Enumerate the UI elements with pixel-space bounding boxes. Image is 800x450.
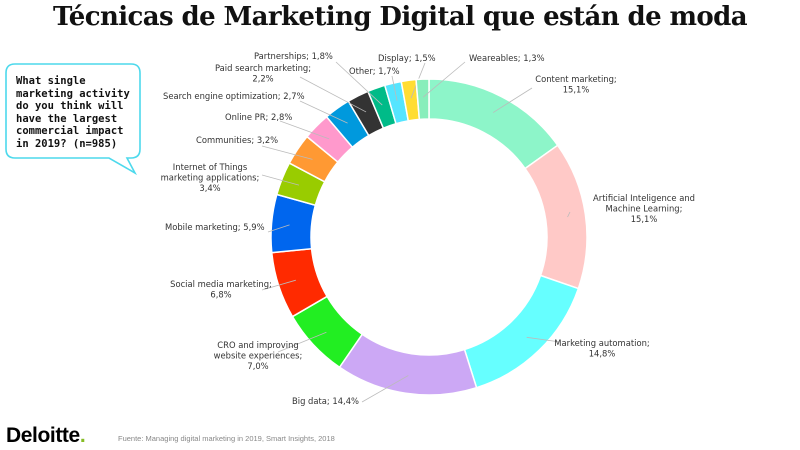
brand-name: Deloitte	[6, 424, 80, 447]
donut-slice-1	[524, 144, 588, 290]
slice-label-15: Weareables; 1,3%	[469, 53, 545, 63]
donut-slice-2	[463, 274, 580, 389]
slice-label-5: Social media marketing; 6,8%	[170, 279, 272, 300]
donut-slice-3	[338, 333, 478, 396]
leader-line-8	[261, 145, 313, 160]
question-callout: What single marketing activity do you th…	[5, 63, 141, 176]
source-note: Fuente: Managing digital marketing in 20…	[118, 434, 335, 443]
leader-line-12	[335, 61, 383, 106]
leader-line-7	[261, 174, 300, 186]
donut-slice-15	[415, 78, 430, 121]
leader-line-13	[391, 75, 398, 101]
leader-line-4	[277, 331, 327, 353]
leader-line-2	[526, 336, 561, 343]
slice-label-7: Internet of Things marketing applications…	[161, 162, 260, 193]
slice-label-0: Content marketing; 15,1%	[535, 74, 616, 95]
slice-label-3: Big data; 14,4%	[292, 396, 359, 406]
slice-label-10: Search engine optimization; 2,7%	[163, 91, 305, 101]
slice-label-13: Other; 1,7%	[349, 66, 400, 76]
leader-line-11	[299, 76, 367, 113]
leader-line-1	[567, 211, 571, 218]
leader-line-10	[299, 100, 348, 124]
slice-label-9: Online PR; 2,8%	[225, 112, 292, 122]
slice-label-1: Artificial Inteligence and Machine Learni…	[593, 193, 695, 224]
donut-slice-0	[428, 78, 559, 170]
leader-line-3	[361, 375, 409, 403]
slice-label-14: Display; 1,5%	[378, 53, 436, 63]
slice-label-6: Mobile marketing; 5,9%	[165, 222, 265, 232]
question-text: What single marketing activity do you th…	[16, 75, 130, 150]
deloitte-logo: Deloitte.	[6, 424, 86, 448]
leader-line-9	[279, 120, 330, 140]
brand-dot: .	[79, 424, 86, 447]
page-title: Técnicas de Marketing Digital que están …	[53, 2, 748, 32]
leader-line-0	[492, 87, 533, 113]
slice-label-2: Marketing automation; 14,8%	[554, 338, 649, 359]
leader-line-6	[267, 224, 290, 233]
slice-label-12: Partnerships; 1,8%	[254, 51, 333, 61]
slice-label-8: Communities; 3,2%	[196, 135, 278, 145]
slice-label-4: CRO and improving website experiences; 7,0…	[214, 340, 303, 371]
callout-bubble	[5, 63, 141, 176]
leader-line-5	[261, 279, 296, 291]
slice-label-11: Paid search marketing; 2,2%	[215, 63, 311, 84]
leader-line-15	[423, 61, 466, 98]
